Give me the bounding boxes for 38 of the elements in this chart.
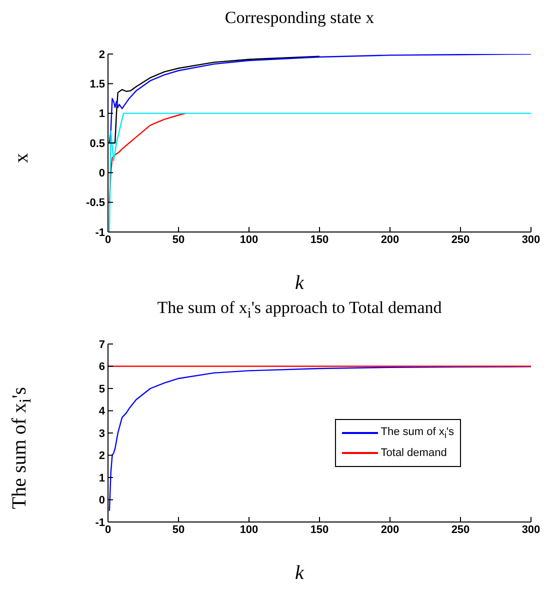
chart-title: The sum of x$_{i}$'s approach to Total demand xyxy=(157,298,442,322)
x-tick-label: 250 xyxy=(451,234,470,246)
line-series xyxy=(108,112,186,203)
y-tick-label: 1.5 xyxy=(90,78,105,91)
y-axis-title: x xyxy=(10,153,32,163)
y-tick-label: -1 xyxy=(95,516,105,529)
y-tick-label: 0 xyxy=(98,494,105,507)
y-tick-label: 6 xyxy=(98,361,105,374)
chart-title: Corresponding state x xyxy=(224,8,374,27)
x-tick-label: 100 xyxy=(240,234,258,246)
x-tick-label: 200 xyxy=(380,524,400,536)
x-tick-label: 150 xyxy=(310,234,329,246)
x-tick-label: 50 xyxy=(172,524,185,536)
y-tick-label: 0 xyxy=(98,168,105,180)
x-tick-label: 50 xyxy=(172,234,185,246)
y-tick-label: 3 xyxy=(98,428,105,440)
x-tick-label: 100 xyxy=(240,524,258,536)
y-tick-label: 1 xyxy=(98,108,105,120)
x-tick-label: 300 xyxy=(522,524,540,536)
line-series xyxy=(108,54,531,144)
y-tick-label: 1 xyxy=(98,472,105,484)
legend-label: The sum of x$_{i}$'s xyxy=(380,426,454,440)
line-series xyxy=(108,366,531,512)
x-tick-label: 150 xyxy=(310,524,329,536)
y-tick-label: 4 xyxy=(98,406,106,418)
y-tick-label: -1 xyxy=(95,226,105,239)
x-tick-label: 300 xyxy=(522,234,540,246)
x-axis-title: k xyxy=(295,562,304,584)
x-tick-label: 250 xyxy=(451,524,470,536)
y-tick-label: 2 xyxy=(98,450,105,462)
x-axis-title: k xyxy=(295,272,304,294)
y-tick-label: 2 xyxy=(98,48,105,61)
y-tick-label: 7 xyxy=(98,338,105,351)
y-tick-label: 0.5 xyxy=(90,138,105,150)
y-tick-label: 5 xyxy=(98,383,105,396)
legend-label: Total demand xyxy=(380,447,447,459)
x-tick-label: 200 xyxy=(380,234,400,246)
y-tick-label: -0.5 xyxy=(86,197,105,210)
